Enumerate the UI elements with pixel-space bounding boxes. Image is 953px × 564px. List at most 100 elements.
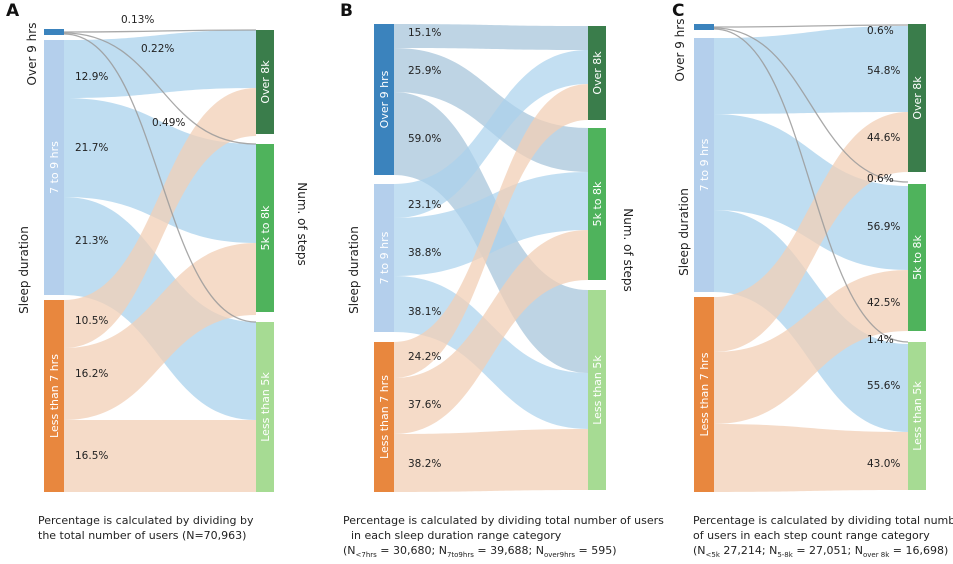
panel-b-flow-label: 59.0%: [408, 133, 441, 145]
flow-thread: [63, 32, 257, 145]
panel-a-node-less-than-5k: [256, 322, 274, 492]
panel-a-node-less-than-5k-label: Less than 5k: [259, 372, 272, 442]
caption-subscript: over 8k: [862, 551, 890, 559]
panel-b-letter: B: [340, 1, 353, 21]
caption-n-line: (N<5k 27,214; N5-8k = 27,051; Nover 8k =…: [693, 543, 953, 560]
panel-b-node-over-8k: [588, 26, 606, 120]
panel-b-flow-label: 37.6%: [408, 399, 441, 411]
caption-text: = 30,680; N: [376, 544, 447, 557]
flow-ribbon: [64, 88, 256, 348]
panel-a-node-less-than-7-hrs-label: Less than 7 hrs: [48, 354, 61, 438]
panel-b-node-over-9-hrs: [374, 24, 394, 175]
panel-a-node-over-9-hrs-text: Over 9 hrs: [25, 23, 39, 86]
panel-b-node-7-to-9-hrs: [374, 184, 394, 332]
panel-a-node-over-8k: [256, 30, 274, 134]
caption-text: = 39,688; N: [473, 544, 544, 557]
flow-thread: [63, 33, 257, 323]
panel-a-caption: Percentage is calculated by dividing by …: [38, 513, 253, 543]
panel-c-node-over-8k: [908, 24, 926, 172]
panel-c-flow-label: 44.6%: [867, 132, 900, 144]
panel-c-node-over-9-hrs-text: Over 9 hrs: [673, 19, 687, 82]
caption-line: Percentage is calculated by dividing by: [38, 514, 254, 527]
flow-ribbon: [64, 420, 256, 492]
panel-b-caption: Percentage is calculated by dividing tot…: [343, 513, 664, 560]
panel-c-flow-label: 55.6%: [867, 380, 900, 392]
panel-a-flow-label: 12.9%: [75, 71, 108, 83]
caption-subscript: over9hrs: [544, 551, 576, 559]
caption-text: = 27,051; N: [792, 544, 863, 557]
panel-c-flow-label: 43.0%: [867, 458, 900, 470]
panel-a-flow-label: 21.7%: [75, 142, 108, 154]
flow-ribbon: [394, 84, 588, 378]
panel-a-flow-label: 0.13%: [121, 14, 154, 26]
panel-b-node-7-to-9-hrs-label: 7 to 9 hrs: [378, 231, 391, 284]
flow-ribbon: [394, 230, 588, 434]
caption-subscript: 7to9hrs: [446, 551, 474, 559]
panel-c-node-5k-to-8k: [908, 184, 926, 331]
caption-line: of users in each step count range catego…: [693, 529, 930, 542]
caption-subscript: 5-8k: [777, 551, 793, 559]
caption-subscript: <5k: [705, 551, 720, 559]
panel-c-node-less-than-5k-label: Less than 5k: [911, 381, 924, 451]
panel-c-flow-label: 56.9%: [867, 221, 900, 233]
panel-b-flow-label: 38.2%: [408, 458, 441, 470]
flow-layer: [63, 24, 909, 492]
node-layer: Over 9 hrs 7 to 9 hrs Less than 7 hrs Over …: [25, 19, 926, 492]
panel-c-node-less-than-5k: [908, 342, 926, 490]
panel-a-flow-label: 0.22%: [141, 43, 174, 55]
panel-b-node-over-9-hrs-label: Over 9 hrs: [378, 70, 391, 128]
flow-ribbon: [394, 429, 588, 492]
panel-b-flow-label: 38.8%: [408, 247, 441, 259]
panel-c-node-7-to-9-hrs-label: 7 to 9 hrs: [698, 138, 711, 191]
flow-thread: [713, 28, 909, 343]
panel-a-node-7-to-9-hrs: [44, 40, 64, 295]
flow-thread: [713, 27, 909, 183]
caption-n-line: (N<7hrs = 30,680; N7to9hrs = 39,688; Nov…: [343, 543, 664, 560]
caption-subscript: <7hrs: [355, 551, 377, 559]
flow-ribbon: [64, 243, 256, 420]
panel-b-flow-label: 23.1%: [408, 199, 441, 211]
panel-b-node-less-than-7-hrs-label: Less than 7 hrs: [378, 375, 391, 459]
flow-ribbon: [714, 112, 908, 352]
panel-b-node-less-than-7-hrs: [374, 342, 394, 492]
panel-a-node-5k-to-8k-label: 5k to 8k: [259, 205, 272, 250]
panel-b-flow-label: 38.1%: [408, 306, 441, 318]
panel-a-flow-label: 10.5%: [75, 315, 108, 327]
flow-ribbon: [714, 114, 908, 270]
panel-c-letter: C: [672, 1, 684, 21]
flow-ribbon: [394, 24, 588, 50]
panel-c-node-less-than-7-hrs: [694, 297, 714, 492]
panel-a-axis-right: Num. of steps: [295, 182, 309, 266]
panel-b-node-less-than-5k: [588, 290, 606, 490]
flow-ribbon: [394, 50, 588, 218]
panel-a-node-5k-to-8k: [256, 144, 274, 312]
caption-line: Percentage is calculated by dividing tot…: [343, 514, 664, 527]
panel-a-node-over-8k-label: Over 8k: [259, 60, 272, 104]
caption-text: = 16,698): [889, 544, 949, 557]
panel-c-flow-label: 0.6%: [867, 25, 894, 37]
flow-thread: [713, 24, 909, 28]
panel-b-node-5k-to-8k: [588, 128, 606, 280]
panel-c-node-7-to-9-hrs: [694, 38, 714, 292]
panel-a-flow-label: 16.2%: [75, 368, 108, 380]
panel-b-node-5k-to-8k-label: 5k to 8k: [591, 181, 604, 226]
caption-text: (N: [693, 544, 706, 557]
flow-ribbon: [64, 30, 256, 98]
caption-line: in each sleep duration range category: [351, 529, 562, 542]
flow-thread: [63, 29, 257, 33]
panel-c-node-over-9-hrs: [694, 24, 714, 30]
panel-c-caption: Percentage is calculated by dividing tot…: [693, 513, 953, 560]
caption-line: Percentage is calculated by dividing tot…: [693, 514, 953, 527]
panel-b-node-less-than-5k-label: Less than 5k: [591, 355, 604, 425]
panel-a-flow-label: 0.49%: [152, 117, 185, 129]
flow-ribbon: [714, 424, 908, 492]
flow-ribbon: [64, 98, 256, 243]
panel-c-flow-label: 54.8%: [867, 65, 900, 77]
caption-text: (N: [343, 544, 356, 557]
panel-a-node-over-9-hrs: [44, 29, 64, 35]
panel-a-axis-left: Sleep duration: [17, 226, 31, 314]
panel-b-axis-left: Sleep duration: [347, 226, 361, 314]
caption-text: = 595): [575, 544, 617, 557]
caption-text: 27,214; N: [719, 544, 778, 557]
